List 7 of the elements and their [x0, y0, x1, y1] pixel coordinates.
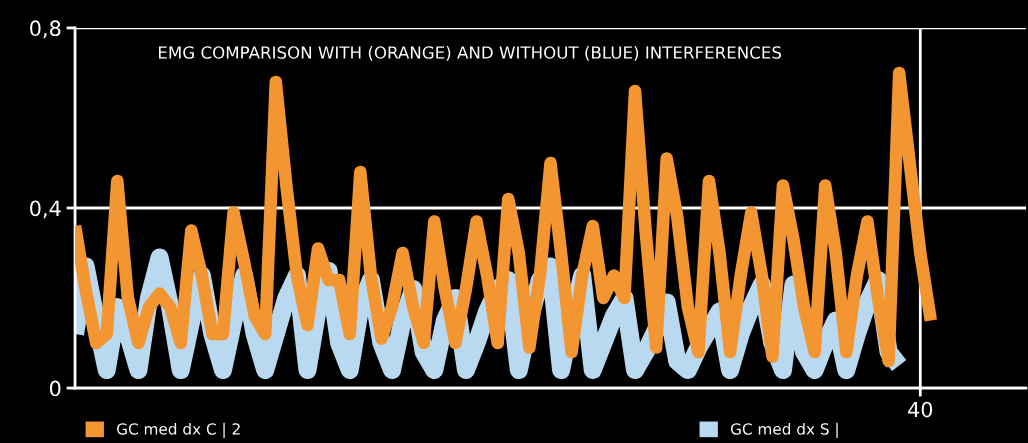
legend-label: GC med dx C | 2	[117, 422, 240, 439]
y-tick-label: 0,8	[30, 20, 61, 39]
y-tick-label: 0,4	[30, 200, 61, 219]
x-tick-label: 40	[908, 401, 933, 418]
text: EMG COMPARISON WITH (ORANGE) AND WITHOUT (BLUE) INTERFERENCES	[158, 45, 782, 61]
y-tick-label: 0	[49, 380, 61, 397]
legend-label: GC med dx S |	[730, 422, 838, 439]
